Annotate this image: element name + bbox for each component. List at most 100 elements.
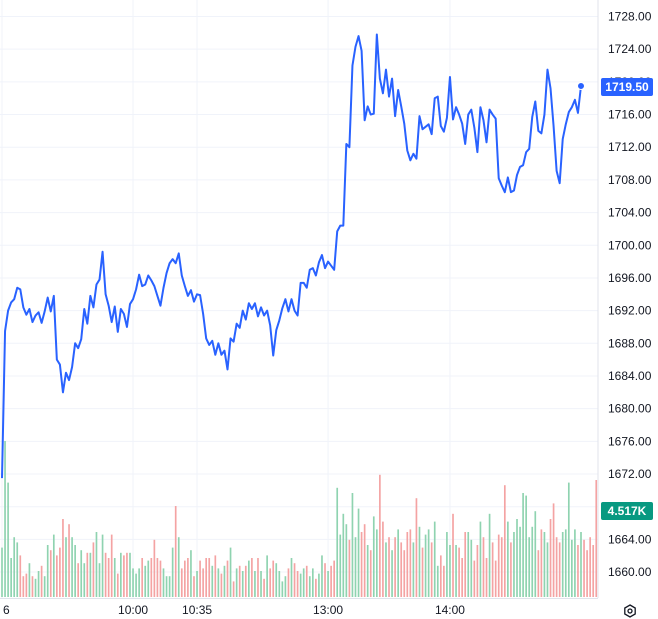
volume-bar bbox=[583, 539, 585, 597]
volume-bar bbox=[321, 555, 323, 597]
y-tick-label: 1708.00 bbox=[608, 173, 652, 187]
volume-bar bbox=[336, 487, 339, 597]
volume-bar bbox=[229, 547, 232, 597]
volume-bar bbox=[211, 565, 214, 597]
volume-bar bbox=[171, 547, 174, 597]
volume-bar bbox=[369, 550, 372, 597]
volume-bar bbox=[379, 474, 381, 597]
volume-bar bbox=[382, 521, 384, 597]
volume-bar bbox=[92, 542, 95, 597]
volume-bar bbox=[531, 526, 534, 597]
volume-bar bbox=[214, 555, 217, 597]
x-tick-label: 10:35 bbox=[182, 603, 212, 617]
volume-bar bbox=[244, 565, 247, 597]
volume-bar bbox=[120, 552, 122, 597]
last-price-marker bbox=[577, 81, 585, 90]
volume-bar bbox=[275, 563, 278, 597]
volume-bar bbox=[13, 537, 16, 597]
volume-bar bbox=[290, 558, 293, 597]
volume-bar bbox=[62, 519, 64, 597]
volume-bar bbox=[385, 542, 387, 597]
volume-bar bbox=[77, 563, 80, 597]
volume-bar bbox=[430, 542, 433, 597]
volume-bar bbox=[43, 576, 46, 597]
y-tick-label: 1728.00 bbox=[608, 10, 652, 24]
volume-bar bbox=[19, 555, 22, 597]
volume-bar bbox=[159, 560, 162, 597]
y-tick-label: 1724.00 bbox=[608, 42, 652, 56]
y-tick-label: 1704.00 bbox=[608, 206, 652, 220]
volume-bar bbox=[324, 563, 326, 597]
volume-bar bbox=[394, 537, 396, 597]
volume-bar bbox=[507, 521, 509, 597]
volume-bar bbox=[168, 576, 171, 597]
volume-bar bbox=[184, 560, 186, 597]
volume-bar bbox=[278, 571, 281, 597]
volume-bar bbox=[113, 558, 116, 597]
volume-bar bbox=[144, 565, 147, 597]
volume-bar bbox=[296, 571, 299, 597]
volume-bar bbox=[147, 560, 150, 597]
volume-bar bbox=[516, 519, 518, 597]
volume-bar bbox=[491, 542, 494, 597]
volume-bar bbox=[397, 529, 399, 597]
volume-bar bbox=[561, 532, 564, 597]
volume-bar bbox=[473, 560, 476, 597]
volume-bar bbox=[333, 560, 336, 597]
volume-bar bbox=[238, 565, 241, 597]
volume-bar bbox=[528, 537, 531, 597]
volume-bar bbox=[251, 558, 253, 597]
y-tick-label: 1700.00 bbox=[608, 238, 652, 252]
volume-bar bbox=[37, 571, 40, 597]
volume-bar bbox=[330, 565, 332, 597]
volume-bar bbox=[443, 565, 445, 597]
volume-bar bbox=[89, 552, 92, 597]
volume-bar bbox=[177, 537, 180, 597]
volume-bar bbox=[543, 532, 546, 597]
volume-bar bbox=[388, 537, 390, 597]
line-layer bbox=[1, 33, 585, 479]
volume-bar bbox=[86, 552, 89, 597]
volume-bar bbox=[123, 555, 125, 597]
volume-bar bbox=[446, 532, 448, 597]
volume-bar bbox=[519, 526, 521, 597]
volume-bar bbox=[241, 571, 244, 597]
volume-bar bbox=[126, 552, 128, 597]
volume-bar bbox=[247, 560, 250, 597]
volume-bar bbox=[305, 565, 308, 597]
volume-bar bbox=[537, 550, 540, 597]
x-tick-label: 14:00 bbox=[435, 603, 465, 617]
volume-bar bbox=[421, 547, 424, 597]
volume-bar bbox=[308, 576, 311, 597]
volume-bar bbox=[190, 550, 192, 597]
volume-bar bbox=[40, 565, 43, 597]
volume-bar bbox=[71, 537, 73, 597]
volume-bar bbox=[455, 545, 457, 597]
volume-bar bbox=[400, 542, 403, 597]
y-tick-label: 1676.00 bbox=[608, 434, 652, 448]
volume-bar bbox=[427, 529, 430, 597]
volume-bar bbox=[357, 508, 360, 597]
volume-bar bbox=[555, 537, 558, 597]
volume-bar bbox=[558, 542, 561, 597]
volume-bar bbox=[156, 558, 159, 597]
last-volume-badge: 4.517K bbox=[608, 504, 647, 518]
volume-bar bbox=[49, 550, 52, 597]
volume-bar bbox=[287, 568, 290, 597]
volume-bar bbox=[592, 545, 595, 597]
settings-icon[interactable] bbox=[624, 604, 636, 618]
volume-bar bbox=[595, 480, 598, 597]
volume-bar bbox=[254, 571, 256, 597]
volume-bar bbox=[458, 547, 460, 597]
y-tick-label: 1684.00 bbox=[608, 369, 652, 383]
volume-layer bbox=[1, 441, 598, 597]
y-axis: 1728.001724.001720.001716.001712.001708.… bbox=[597, 0, 652, 598]
volume-bar bbox=[135, 573, 137, 597]
volume-bar bbox=[482, 537, 485, 597]
volume-bar bbox=[22, 576, 25, 597]
volume-bar bbox=[232, 581, 235, 597]
volume-bar bbox=[409, 529, 412, 597]
volume-bar bbox=[107, 558, 110, 597]
volume-bar bbox=[339, 534, 342, 597]
